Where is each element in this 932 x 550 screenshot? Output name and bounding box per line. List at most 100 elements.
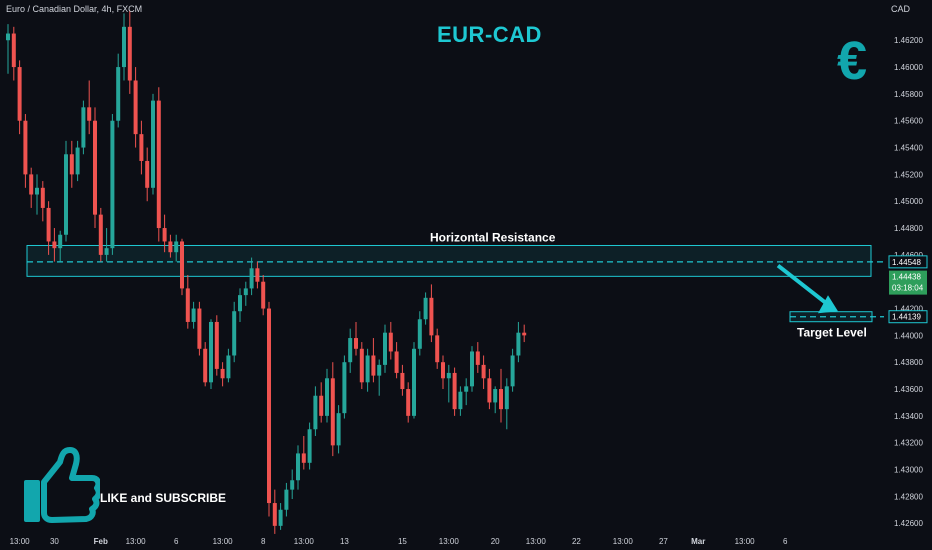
candle-body bbox=[272, 503, 277, 526]
candle bbox=[191, 301, 196, 329]
candle-body bbox=[6, 33, 10, 41]
candle-body bbox=[104, 248, 109, 255]
y-tick-label: 1.44200 bbox=[894, 305, 923, 314]
candle-body bbox=[365, 355, 370, 383]
candle-body bbox=[214, 321, 219, 369]
candle bbox=[255, 261, 260, 289]
candle bbox=[296, 445, 300, 490]
candle bbox=[400, 364, 405, 396]
candle bbox=[371, 338, 376, 383]
x-tick-label: 13:00 bbox=[613, 537, 634, 546]
candle-body bbox=[220, 368, 225, 379]
candle bbox=[278, 503, 283, 530]
y-tick-label: 1.43600 bbox=[894, 385, 923, 394]
y-tick-label: 1.45400 bbox=[894, 144, 923, 153]
thumbs-up-icon bbox=[24, 447, 100, 523]
y-tick-label: 1.45800 bbox=[894, 90, 923, 99]
candle-body bbox=[267, 308, 271, 504]
candle bbox=[64, 140, 68, 242]
candle bbox=[417, 311, 422, 356]
candle-body bbox=[522, 332, 527, 336]
x-tick-label: 13:00 bbox=[526, 537, 547, 546]
candle bbox=[267, 301, 271, 517]
y-tick-label: 1.46200 bbox=[894, 36, 923, 45]
candle bbox=[330, 362, 335, 457]
candle bbox=[203, 342, 208, 387]
candle-body bbox=[168, 241, 173, 253]
candle-body bbox=[278, 509, 283, 526]
candle bbox=[220, 362, 225, 387]
candle bbox=[174, 234, 179, 262]
target-price-tag-bg bbox=[888, 310, 928, 324]
candle bbox=[46, 201, 51, 255]
candle bbox=[69, 140, 74, 188]
x-tick-label: 30 bbox=[50, 537, 59, 546]
candle-body bbox=[325, 378, 329, 416]
candle bbox=[122, 13, 126, 81]
candle bbox=[180, 238, 184, 296]
candle bbox=[470, 346, 474, 392]
candle-body bbox=[493, 389, 498, 403]
resistance-price-tag-bg bbox=[888, 255, 928, 269]
candle bbox=[272, 489, 277, 534]
candle bbox=[412, 342, 416, 419]
y-tick-label: 1.43200 bbox=[894, 439, 923, 448]
y-tick-label: 1.44000 bbox=[894, 331, 923, 340]
candle-body bbox=[452, 372, 457, 410]
candle-body bbox=[122, 26, 126, 68]
candle-body bbox=[423, 297, 428, 320]
x-tick-label: 6 bbox=[783, 537, 788, 546]
candle bbox=[116, 53, 121, 128]
candle-body bbox=[191, 308, 196, 322]
candle-body bbox=[388, 332, 393, 352]
candle-body bbox=[40, 187, 45, 208]
y-tick-label: 1.42600 bbox=[894, 519, 923, 528]
candle bbox=[75, 140, 80, 182]
candle-body bbox=[116, 67, 121, 121]
candle-body bbox=[23, 120, 28, 175]
candle bbox=[243, 281, 248, 306]
candle-body bbox=[348, 338, 353, 363]
x-tick-label: 22 bbox=[572, 537, 581, 546]
candle-body bbox=[139, 134, 144, 161]
candle bbox=[98, 207, 103, 262]
candle-body bbox=[499, 389, 503, 410]
candle bbox=[162, 214, 167, 253]
y-tick-label: 1.45600 bbox=[894, 117, 923, 126]
candle bbox=[487, 368, 492, 410]
candle bbox=[127, 10, 132, 94]
candle-body bbox=[441, 362, 445, 379]
candle bbox=[435, 328, 440, 369]
candle-body bbox=[110, 120, 115, 249]
x-tick-label: 6 bbox=[174, 537, 179, 546]
candle-body bbox=[458, 391, 463, 410]
candle bbox=[185, 275, 190, 329]
candle bbox=[319, 382, 324, 423]
x-tick-label: 13:00 bbox=[10, 537, 31, 546]
candle-body bbox=[307, 429, 312, 463]
candle-body bbox=[203, 348, 208, 383]
candle bbox=[6, 24, 10, 74]
last-price-tag: 1.44438 bbox=[892, 273, 921, 282]
candle bbox=[151, 93, 155, 195]
candle bbox=[284, 482, 289, 517]
candle-body bbox=[243, 288, 248, 296]
candle bbox=[17, 60, 22, 135]
candle-body bbox=[284, 489, 289, 510]
euro-icon: € bbox=[836, 31, 868, 91]
candle-body bbox=[17, 67, 22, 121]
candle bbox=[307, 422, 312, 470]
candle bbox=[365, 348, 370, 392]
x-tick-label: 13 bbox=[340, 537, 349, 546]
candle bbox=[522, 324, 527, 343]
y-tick-label: 1.43400 bbox=[894, 412, 923, 421]
candle bbox=[209, 319, 213, 390]
candle bbox=[226, 348, 231, 383]
y-tick-label: 1.46000 bbox=[894, 63, 923, 72]
candle bbox=[423, 292, 428, 325]
candle-body bbox=[510, 355, 515, 387]
candle-body bbox=[516, 332, 521, 356]
candle-body bbox=[11, 33, 16, 68]
candle bbox=[342, 355, 347, 419]
